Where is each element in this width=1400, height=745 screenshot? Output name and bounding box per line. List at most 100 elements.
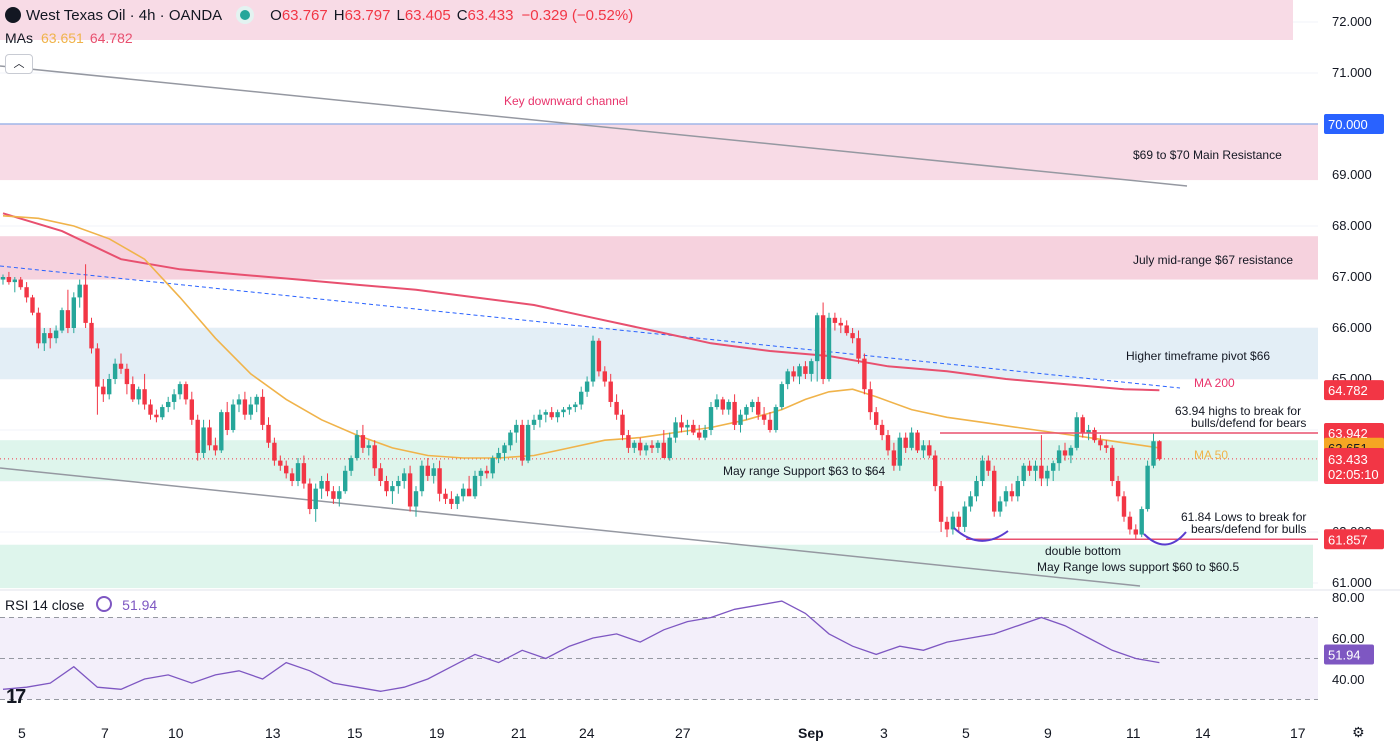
candle-body xyxy=(702,430,708,438)
time-axis-label: 5 xyxy=(962,725,970,741)
ma-legend[interactable]: MAs 63.651 64.782 xyxy=(5,30,133,46)
low-value: 63.405 xyxy=(404,6,451,24)
time-axis-label: 9 xyxy=(1044,725,1052,741)
low-label: L xyxy=(396,6,405,24)
candle-body xyxy=(832,317,838,323)
rsi-legend[interactable]: RSI 14 close 51.94 xyxy=(5,596,157,613)
dashed-trendline xyxy=(0,265,1181,389)
candle-body xyxy=(950,516,956,530)
candle-body xyxy=(284,465,289,474)
candle-body xyxy=(112,363,118,379)
candle-body xyxy=(549,412,554,418)
candle-body xyxy=(980,460,985,481)
rsi-axis-label: 80.00 xyxy=(1332,590,1365,605)
candle-body xyxy=(667,437,672,459)
time-axis-label: 5 xyxy=(18,725,26,741)
candle-body xyxy=(573,404,578,408)
candle-body xyxy=(254,396,259,405)
price-badge-70: 70.000 xyxy=(1328,117,1368,132)
close-value: 63.433 xyxy=(467,6,514,24)
candle-body xyxy=(1110,447,1115,481)
candle-body xyxy=(649,445,655,448)
candle-body xyxy=(997,501,1003,512)
candle-body xyxy=(584,381,590,392)
candle-body xyxy=(1121,496,1127,517)
time-axis-label: 17 xyxy=(1290,725,1306,741)
time-axis-label: 10 xyxy=(168,725,184,741)
candle-body xyxy=(366,445,371,448)
candle-body xyxy=(1133,529,1138,535)
candle-body xyxy=(496,452,501,459)
candle-body xyxy=(885,435,891,451)
candle-body xyxy=(555,412,560,418)
candle-body xyxy=(83,284,88,323)
oanda-logo-icon xyxy=(5,7,21,23)
candle-body xyxy=(466,488,472,497)
candle-body xyxy=(30,297,35,313)
open-label: O xyxy=(270,6,282,24)
candle-body xyxy=(360,435,366,448)
candle-body xyxy=(844,325,849,334)
candle-body xyxy=(89,322,94,349)
candle-body xyxy=(42,333,47,344)
candle-body xyxy=(608,381,613,402)
candle-body xyxy=(1068,447,1074,456)
candle-body xyxy=(230,404,236,430)
candle-body xyxy=(24,287,29,298)
chart-header: West Texas Oil · 4h · OANDA O 63.767 H 63.… xyxy=(0,0,633,30)
candle-body xyxy=(354,435,360,459)
candle-body xyxy=(402,473,407,481)
candle-body xyxy=(95,348,100,387)
candle-body xyxy=(372,445,377,469)
price-badge-6394: 63.942 xyxy=(1328,426,1368,441)
time-axis-label: 24 xyxy=(579,725,595,741)
candle-body xyxy=(726,401,731,410)
gear-icon[interactable]: ⚙ xyxy=(1352,724,1365,740)
candle-body xyxy=(714,399,720,408)
price-badge-70-bg xyxy=(1324,114,1384,134)
candle-body xyxy=(909,432,914,448)
candle-body xyxy=(384,481,389,492)
symbol-title[interactable]: West Texas Oil · 4h · OANDA xyxy=(26,6,223,24)
rsi-settings-icon[interactable] xyxy=(96,596,113,612)
candle-body xyxy=(956,516,961,527)
candle-body xyxy=(1056,450,1062,464)
candle-body xyxy=(6,277,12,283)
candle-body xyxy=(756,401,761,415)
candle-body xyxy=(1039,465,1044,479)
candle-body xyxy=(502,445,507,453)
candle-body xyxy=(53,330,59,339)
candle-body xyxy=(478,470,484,476)
candle-body xyxy=(779,384,784,408)
candle-body xyxy=(0,277,6,280)
annotation-july-resistance: July mid-range $67 resistance xyxy=(1133,253,1293,267)
collapse-legend-button[interactable]: ︿ xyxy=(5,54,33,74)
high-value: 63.797 xyxy=(344,6,391,24)
annotation-ma200: MA 200 xyxy=(1194,376,1235,390)
candle-body xyxy=(638,442,643,451)
time-axis-label: 15 xyxy=(347,725,363,741)
candle-body xyxy=(189,399,194,420)
candle-body xyxy=(1021,465,1026,481)
candle-body xyxy=(856,338,861,359)
candle-body xyxy=(815,315,820,362)
candle-body xyxy=(107,379,112,395)
high-label: H xyxy=(333,6,345,24)
resistance-zone-67 xyxy=(0,236,1318,280)
ma200-line xyxy=(2,212,1160,392)
candle-body xyxy=(148,404,153,415)
candle-body xyxy=(596,340,602,372)
candle-body xyxy=(390,486,395,492)
candle-body xyxy=(183,384,189,400)
annotation-channel: Key downward channel xyxy=(504,94,628,108)
rsi-badge-bg xyxy=(1324,644,1374,665)
price-badge-last: 63.433 xyxy=(1328,452,1368,467)
rsi-label: RSI xyxy=(5,597,29,613)
candle-body xyxy=(1033,465,1038,471)
candle-body xyxy=(744,407,749,415)
candle-body xyxy=(567,407,572,410)
candle-body xyxy=(130,384,135,400)
candle-body xyxy=(974,481,979,497)
candle-body xyxy=(903,437,908,448)
